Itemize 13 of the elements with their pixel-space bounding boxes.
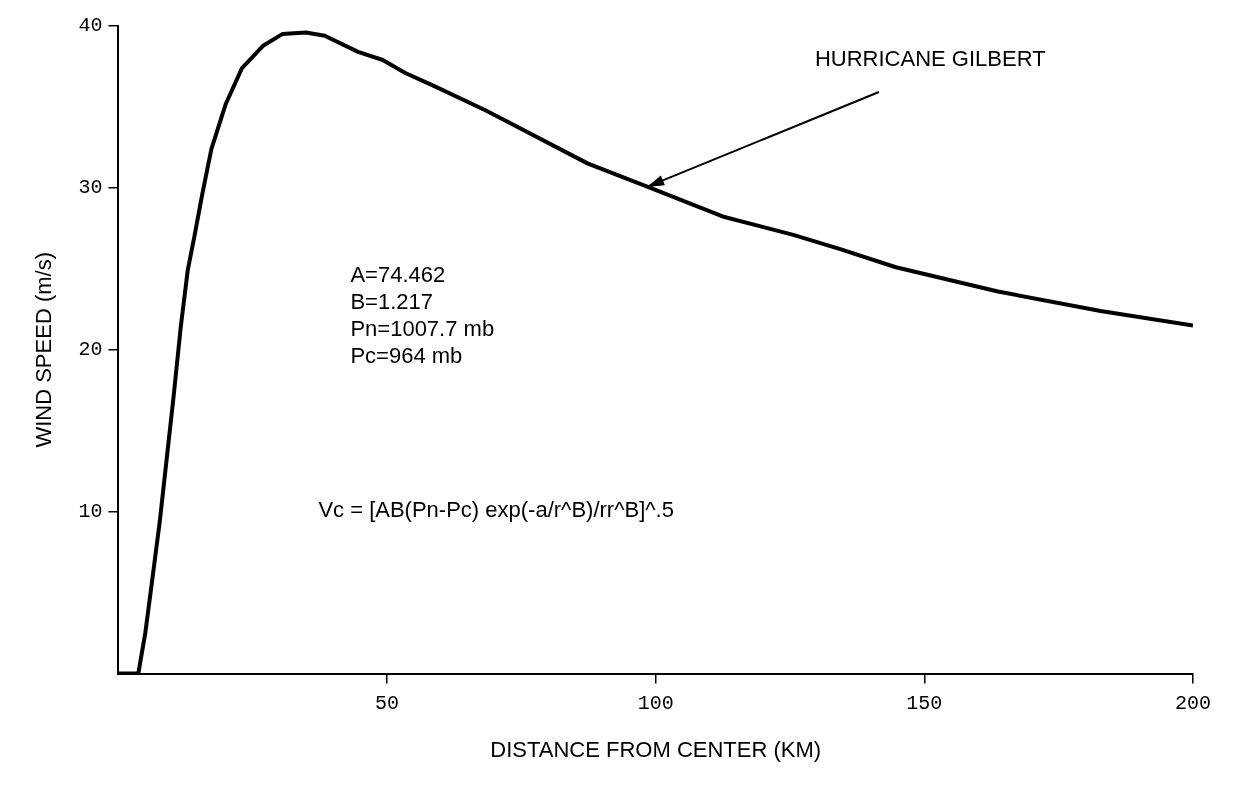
- x-tick-label: 150: [906, 691, 943, 715]
- y-tick-label: 40: [78, 14, 103, 38]
- y-tick-label: 30: [78, 176, 103, 200]
- x-axis-title: DISTANCE FROM CENTER (KM): [490, 736, 822, 762]
- y-tick-label: 20: [78, 338, 103, 362]
- y-axis-title: WIND SPEED (m/s): [31, 252, 57, 448]
- y-tick-label: 10: [78, 500, 103, 523]
- annotation: Vc = [AB(Pn-Pc) exp(-a/r^B)/rr^B]^.5: [318, 497, 674, 523]
- x-tick-label: 200: [1174, 691, 1212, 715]
- x-tick-label: 100: [637, 691, 674, 715]
- annotation: HURRICANE GILBERT: [814, 46, 1046, 72]
- x-tick-label: 50: [375, 691, 400, 715]
- annotation: A=74.462 B=1.217 Pn=1007.7 mb Pc=964 mb: [350, 262, 495, 369]
